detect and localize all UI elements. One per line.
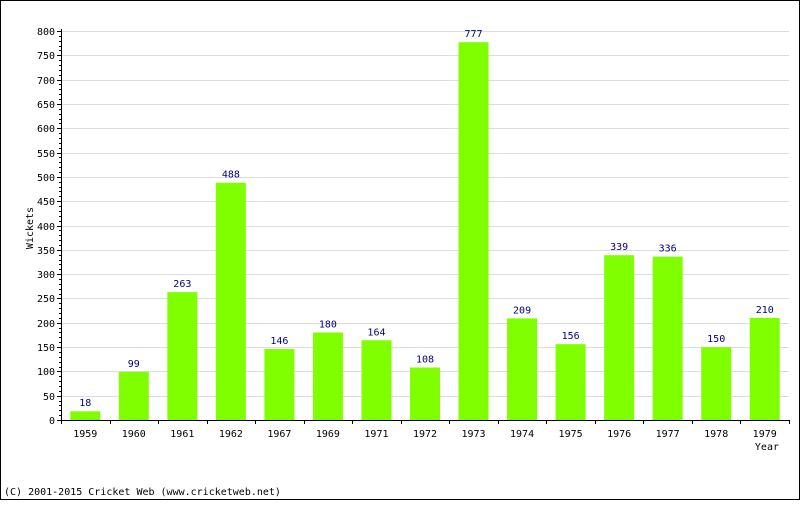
data-label: 18 — [79, 398, 91, 409]
labels: 0 50 100 150 200 250 300 350 400 450 500 550 600 650 7… — [37, 27, 777, 440]
bar — [652, 256, 683, 420]
bar — [215, 182, 246, 420]
x-tick-label: 1961 — [170, 429, 194, 440]
y-tick-label: 500 — [37, 173, 55, 184]
y-tick-label: 600 — [37, 124, 55, 135]
data-label: 99 — [128, 359, 140, 370]
bar — [118, 371, 149, 420]
x-tick-label: 1962 — [219, 429, 243, 440]
data-label: 210 — [756, 305, 774, 316]
x-tick-label: 1976 — [607, 429, 631, 440]
y-tick-label: 0 — [49, 416, 55, 427]
data-label: 150 — [707, 334, 725, 345]
bar — [264, 349, 295, 420]
bar — [555, 344, 586, 420]
data-label: 156 — [562, 331, 580, 342]
bar — [70, 411, 101, 420]
y-tick-label: 250 — [37, 294, 55, 305]
x-tick-label: 1967 — [267, 429, 291, 440]
y-tick-label: 450 — [37, 197, 55, 208]
x-tick-label: 1977 — [656, 429, 680, 440]
data-label: 777 — [465, 29, 483, 40]
x-axis-label: Year — [755, 442, 779, 453]
bar — [167, 292, 198, 420]
data-label: 164 — [367, 327, 385, 338]
data-label: 488 — [222, 170, 240, 181]
bar — [410, 367, 440, 420]
bar — [507, 318, 538, 420]
data-label: 146 — [270, 336, 288, 347]
bar — [361, 340, 392, 420]
bar — [458, 42, 489, 421]
data-label: 336 — [659, 244, 677, 255]
y-tick-label: 50 — [43, 392, 55, 403]
data-label: 180 — [319, 319, 337, 330]
x-tick-label: 1973 — [461, 429, 485, 440]
x-tick-label: 1974 — [510, 429, 534, 440]
data-label: 263 — [173, 279, 191, 290]
x-tick-label: 1975 — [559, 429, 583, 440]
y-tick-label: 700 — [37, 76, 55, 87]
y-tick-label: 100 — [37, 367, 55, 378]
data-label: 339 — [610, 242, 628, 253]
y-tick-label: 350 — [37, 246, 55, 257]
bar — [312, 332, 343, 420]
y-tick-label: 800 — [37, 27, 55, 38]
bar — [749, 317, 780, 420]
data-label: 108 — [416, 354, 434, 365]
copyright-footer: (C) 2001-2015 Cricket Web (www.cricketwe… — [4, 487, 281, 498]
y-tick-label: 550 — [37, 149, 55, 160]
x-tick-label: 1971 — [364, 429, 388, 440]
y-tick-label: 200 — [37, 319, 55, 330]
y-tick-label: 150 — [37, 343, 55, 354]
y-tick-label: 400 — [37, 222, 55, 233]
y-tick-label: 300 — [37, 270, 55, 281]
x-tick-label: 1972 — [413, 429, 437, 440]
x-tick-label: 1979 — [753, 429, 777, 440]
bars — [70, 42, 780, 421]
x-tick-label: 1978 — [704, 429, 728, 440]
x-tick-label: 1959 — [73, 429, 97, 440]
y-tick-label: 750 — [37, 51, 55, 62]
x-tick-label: 1960 — [122, 429, 146, 440]
data-label: 209 — [513, 305, 531, 316]
bar — [701, 347, 732, 420]
axes — [57, 29, 790, 424]
y-tick-label: 650 — [37, 100, 55, 111]
y-axis-label: Wickets — [25, 207, 36, 249]
bar — [604, 255, 635, 420]
x-tick-label: 1969 — [316, 429, 340, 440]
